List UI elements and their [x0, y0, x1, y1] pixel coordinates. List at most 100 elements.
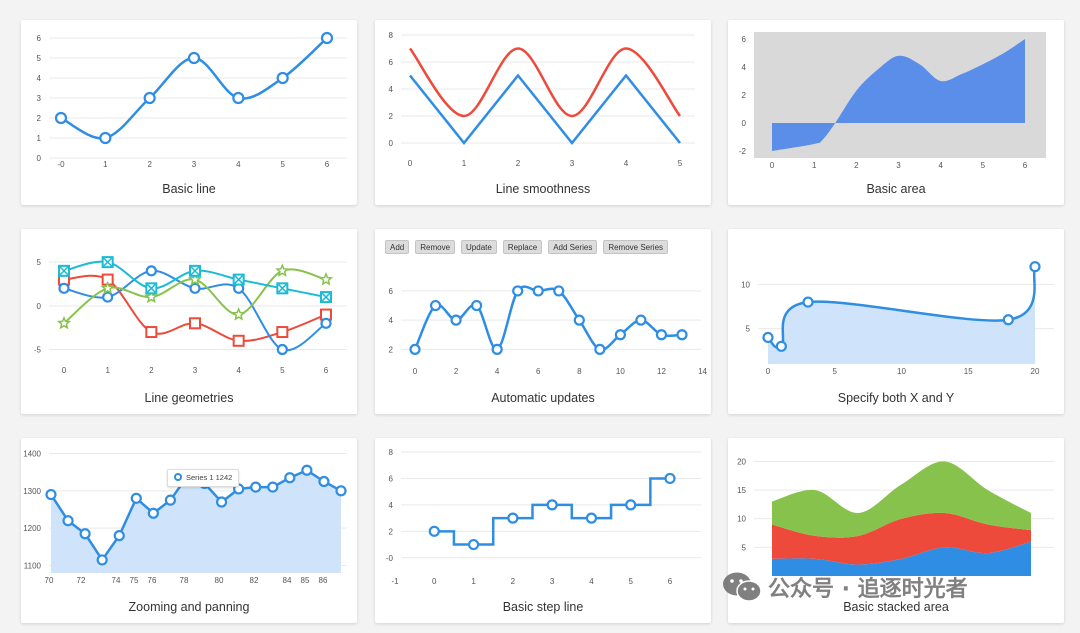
y-tick-label: 0 — [389, 139, 394, 148]
data-point — [267, 481, 279, 493]
y-tick-label: 1100 — [24, 562, 42, 571]
watermark: 公众号 · 追逐时光者 — [722, 566, 968, 608]
data-point — [187, 272, 203, 286]
data-point — [276, 343, 288, 356]
y-tick-label: 6 — [742, 35, 747, 44]
data-point — [614, 329, 626, 341]
data-point — [130, 492, 142, 504]
data-point — [532, 285, 544, 297]
chart-c2: 0 2 4 6 8 0 1 2 3 4 5 — [389, 31, 695, 168]
data-point — [58, 282, 70, 294]
x-tick-label: 6 — [668, 577, 673, 586]
x-tick-label: 2 — [516, 159, 521, 168]
data-point — [276, 71, 289, 85]
data-point — [276, 326, 289, 339]
data-point-cross — [277, 283, 287, 293]
data-point — [147, 507, 159, 519]
data-point — [625, 499, 637, 511]
series-line — [434, 477, 670, 546]
chart-card-zooming-panning[interactable]: 1100 1200 1300 1400 70 72 74 75 76 78 80 82 84 85 86 S… — [21, 438, 357, 623]
data-point-cross — [321, 292, 331, 302]
data-point — [573, 314, 585, 326]
y-tick-label: 0 — [742, 119, 747, 128]
y-tick-label: 4 — [37, 74, 42, 83]
y-tick-label: -2 — [739, 147, 747, 156]
x-tick-label: 1 — [471, 577, 476, 586]
data-point — [232, 91, 245, 105]
x-tick-label: 76 — [148, 576, 157, 585]
x-tick-label: 10 — [897, 367, 906, 376]
y-tick-label: 3 — [37, 94, 42, 103]
data-point — [762, 331, 774, 344]
data-point — [775, 340, 787, 352]
x-tick-label: 3 — [896, 161, 901, 170]
remove-series-button[interactable]: Remove Series — [603, 240, 669, 254]
x-tick-label: 1 — [812, 161, 817, 170]
y-tick-label: 15 — [737, 486, 746, 495]
data-point — [99, 131, 112, 145]
chart-card-basic-line: 0 1 2 3 4 5 6 -0 1 2 3 4 5 6 Basic line — [21, 20, 357, 205]
y-tick-label: 2 — [389, 345, 394, 354]
x-tick-label: 4 — [236, 160, 241, 169]
data-point — [62, 515, 74, 527]
x-tick-label: 10 — [616, 367, 625, 376]
chart-c4: -5 0 5 0 1 2 3 4 5 6 — [34, 256, 347, 375]
data-point — [215, 496, 228, 508]
remove-button[interactable]: Remove — [415, 240, 456, 254]
series-area — [772, 541, 1031, 576]
data-point — [145, 326, 158, 339]
x-tick-label: 4 — [624, 159, 629, 168]
y-tick-label: -5 — [34, 346, 42, 355]
x-tick-label: 78 — [180, 576, 189, 585]
series-area — [772, 512, 1031, 565]
x-tick-label: 0 — [432, 577, 437, 586]
x-tick-label: 4 — [938, 161, 943, 170]
x-tick-label: 1 — [105, 366, 110, 375]
chart-c1: 0 1 2 3 4 5 6 -0 1 2 3 4 5 6 — [37, 31, 347, 169]
x-tick-label: -0 — [57, 160, 65, 169]
tooltip-value: 1242 — [215, 473, 233, 482]
data-point — [594, 343, 606, 355]
y-tick-label: 8 — [389, 448, 394, 457]
x-tick-label: 1 — [103, 160, 108, 169]
data-point — [467, 538, 480, 551]
update-button[interactable]: Update — [461, 240, 497, 254]
y-tick-label: 5 — [37, 258, 42, 267]
y-tick-label: 8 — [389, 31, 394, 40]
x-tick-label: 5 — [280, 160, 285, 169]
y-tick-label: 20 — [737, 457, 746, 466]
data-point — [664, 472, 676, 485]
y-tick-label: 6 — [389, 287, 394, 296]
series-line — [409, 47, 681, 118]
add-series-button[interactable]: Add Series — [548, 240, 598, 254]
series-area — [51, 470, 341, 573]
x-tick-label: 2 — [147, 160, 152, 169]
data-point — [429, 299, 442, 312]
replace-button[interactable]: Replace — [502, 240, 543, 254]
chart-c6: 5 10 0 5 10 15 20 — [741, 261, 1054, 376]
data-point — [96, 554, 108, 566]
data-point — [546, 499, 558, 511]
chart-card-line-geometries: -5 0 5 0 1 2 3 4 5 6 Line geometries — [21, 229, 357, 414]
x-tick-label: 86 — [319, 576, 328, 585]
chart-title: Basic stacked area — [843, 600, 949, 614]
chart-c7[interactable]: 1100 1200 1300 1400 70 72 74 75 76 78 80 82 84 85 86 — [21, 438, 357, 623]
add-button[interactable]: Add — [385, 240, 410, 254]
x-tick-label: 0 — [408, 159, 413, 168]
y-tick-label: 1 — [37, 134, 42, 143]
data-point — [471, 299, 483, 312]
data-point — [164, 494, 177, 506]
y-tick-label: 0 — [37, 302, 42, 311]
x-tick-label: 6 — [325, 160, 330, 169]
y-tick-label: 2 — [389, 112, 394, 121]
x-tick-label: 4 — [495, 367, 500, 376]
update-toolbar: Add Remove Update Replace Add Series Rem… — [385, 240, 669, 254]
y-tick-label: 2 — [37, 114, 42, 123]
data-point — [802, 296, 814, 308]
y-tick-label: 4 — [389, 316, 394, 325]
x-tick-label: 85 — [301, 576, 310, 585]
chart-c5: 2 4 6 0 2 4 6 8 10 12 14 — [389, 285, 708, 376]
data-point — [102, 291, 114, 303]
data-point — [113, 530, 125, 542]
y-tick-label: 2 — [389, 527, 394, 536]
